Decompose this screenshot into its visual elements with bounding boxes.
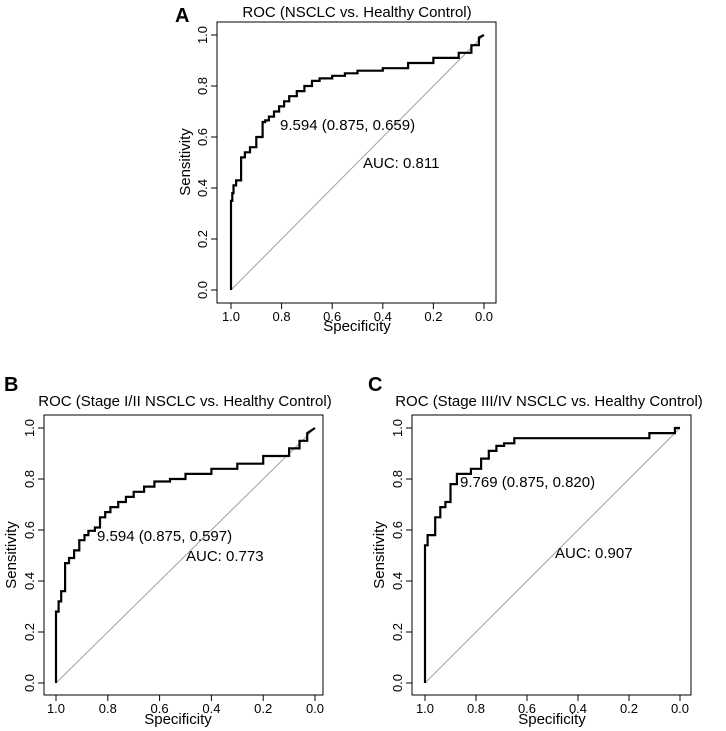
plot-frame-c xyxy=(411,414,692,696)
y-axis-label-c: Sensitivity xyxy=(371,521,388,589)
y-tick-label-b: 0.8 xyxy=(22,470,37,488)
x-tick-label-c: 0.8 xyxy=(467,701,485,716)
y-tick-label-a: 0.6 xyxy=(195,128,210,146)
chart-title-b: ROC (Stage I/II NSCLC vs. Healthy Contro… xyxy=(38,393,331,410)
x-axis-c: 1.0 0.8 0.6 0.4 0.2 0.0 xyxy=(416,695,689,716)
y-tick-label-c: 1.0 xyxy=(390,419,405,437)
x-tick-label-c: 0.4 xyxy=(569,701,587,716)
panel-c: C ROC (Stage III/IV NSCLC vs. Healthy Co… xyxy=(368,374,703,728)
roc-curve-b xyxy=(54,427,316,683)
panel-letter-a: A xyxy=(175,5,189,27)
y-tick-label-a: 1.0 xyxy=(195,26,210,44)
x-tick-label-a: 1.0 xyxy=(222,309,240,324)
auc-label-b: AUC: 0.773 xyxy=(186,548,264,565)
x-tick-label-a: 0.0 xyxy=(475,309,493,324)
reference-diagonal-a xyxy=(230,34,485,291)
threshold-label-a: 9.594 (0.875, 0.659) xyxy=(280,117,415,134)
x-axis-a: 1.0 0.8 0.6 0.4 0.2 0.0 xyxy=(222,303,493,324)
x-tick-label-a: 0.4 xyxy=(374,309,392,324)
y-tick-label-b: 0.4 xyxy=(22,572,37,590)
threshold-label-c: 9.769 (0.875, 0.820) xyxy=(460,474,595,491)
y-axis-label-b: Sensitivity xyxy=(3,521,20,589)
y-axis-c: 0.0 0.2 0.4 0.6 0.8 1.0 xyxy=(390,419,412,692)
x-axis-b: 1.0 0.8 0.6 0.4 0.2 0.0 xyxy=(47,695,324,716)
y-axis-b: 0.0 0.2 0.4 0.6 0.8 1.0 xyxy=(22,419,44,692)
y-tick-label-a: 0.8 xyxy=(195,77,210,95)
x-axis-label-c: Specificity xyxy=(518,711,586,728)
x-axis-label-b: Specificity xyxy=(144,711,212,728)
x-tick-label-c: 0.0 xyxy=(671,701,689,716)
x-tick-label-c: 1.0 xyxy=(416,701,434,716)
y-tick-label-b: 1.0 xyxy=(22,419,37,437)
panel-a: A ROC (NSCLC vs. Healthy Control) 1.0 0.8… xyxy=(175,4,497,335)
x-tick-label-b: 0.0 xyxy=(306,701,324,716)
roc-curve-a xyxy=(229,34,485,290)
auc-label-a: AUC: 0.811 xyxy=(363,155,439,172)
y-tick-label-c: 0.2 xyxy=(390,623,405,641)
x-axis-label-a: Specificity xyxy=(323,318,391,335)
y-tick-label-b: 0.2 xyxy=(22,623,37,641)
plot-frame-b xyxy=(43,414,324,696)
x-tick-label-a: 0.2 xyxy=(424,309,442,324)
y-tick-label-c: 0.4 xyxy=(390,572,405,590)
panel-letter-b: B xyxy=(4,374,18,396)
x-tick-label-c: 0.2 xyxy=(620,701,638,716)
x-tick-label-b: 0.2 xyxy=(254,701,272,716)
x-tick-label-b: 0.6 xyxy=(151,701,169,716)
x-tick-label-c: 0.6 xyxy=(518,701,536,716)
y-tick-label-c: 0.0 xyxy=(390,674,405,692)
y-tick-label-a: 0.2 xyxy=(195,230,210,248)
x-tick-label-b: 0.8 xyxy=(99,701,117,716)
chart-title-a: ROC (NSCLC vs. Healthy Control) xyxy=(242,4,471,21)
auc-label-c: AUC: 0.907 xyxy=(555,545,633,562)
y-tick-label-a: 0.4 xyxy=(195,179,210,197)
chart-title-c: ROC (Stage III/IV NSCLC vs. Healthy Cont… xyxy=(395,393,703,410)
y-tick-label-c: 0.8 xyxy=(390,470,405,488)
panel-letter-c: C xyxy=(368,374,382,396)
x-tick-label-b: 1.0 xyxy=(47,701,65,716)
reference-diagonal-c xyxy=(424,427,681,684)
y-tick-label-b: 0.0 xyxy=(22,674,37,692)
y-axis-a: 0.0 0.2 0.4 0.6 0.8 1.0 xyxy=(195,26,217,299)
threshold-label-b: 9.594 (0.875, 0.597) xyxy=(97,528,232,545)
y-axis-label-a: Sensitivity xyxy=(177,128,194,196)
y-tick-label-c: 0.6 xyxy=(390,521,405,539)
y-tick-label-a: 0.0 xyxy=(195,281,210,299)
plot-frame-a xyxy=(216,21,497,304)
x-tick-label-a: 0.8 xyxy=(273,309,291,324)
reference-diagonal-b xyxy=(55,427,316,684)
y-tick-label-b: 0.6 xyxy=(22,521,37,539)
panel-b: B ROC (Stage I/II NSCLC vs. Healthy Cont… xyxy=(3,374,332,728)
x-tick-label-b: 0.4 xyxy=(202,701,220,716)
roc-curve-c xyxy=(423,426,680,683)
x-tick-label-a: 0.6 xyxy=(323,309,341,324)
